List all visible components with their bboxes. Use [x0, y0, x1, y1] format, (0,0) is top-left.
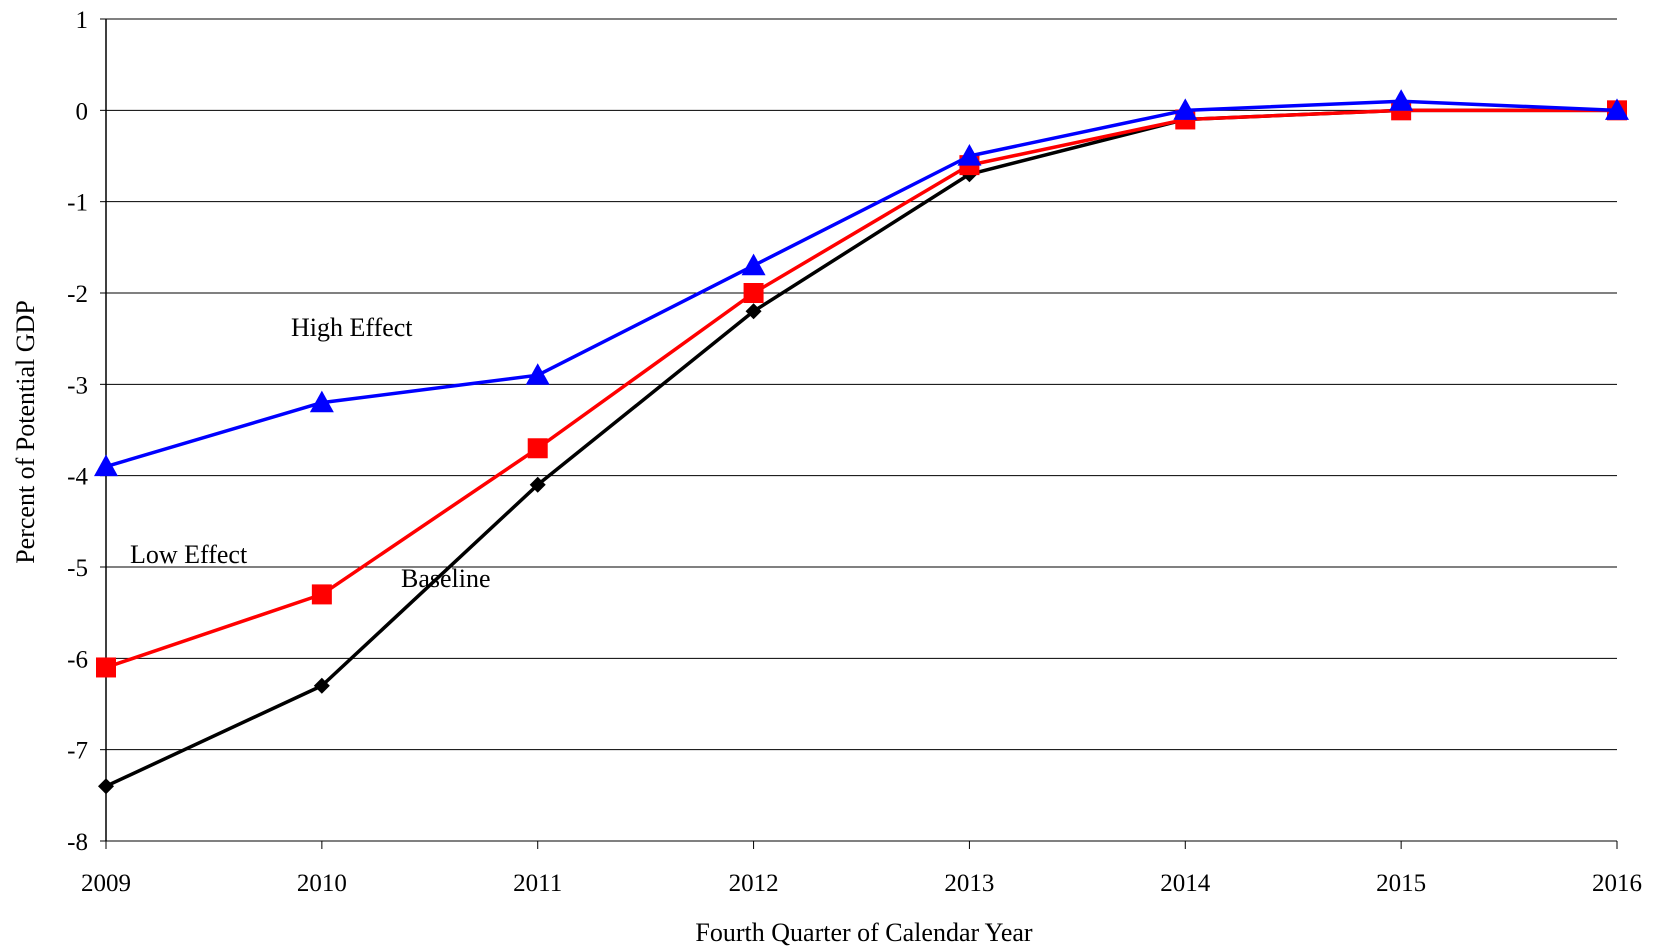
data-point-triangle — [1389, 89, 1414, 111]
data-point-triangle — [309, 390, 334, 413]
y-axis-title: Percent of Potential GDP — [11, 300, 40, 564]
y-tick-label: -6 — [67, 646, 88, 673]
x-tick-label: 2009 — [81, 870, 131, 897]
data-point-diamond — [313, 677, 330, 694]
y-tick-label: 1 — [76, 7, 89, 34]
data-point-diamond — [745, 303, 762, 320]
x-tick-label: 2013 — [944, 870, 994, 897]
y-tick-labels: 1 0 -1 -2 -3 -4 -5 -6 -7 -8 — [67, 7, 88, 856]
data-point-square — [96, 657, 116, 678]
series-labels: High Effect Low Effect Baseline — [130, 313, 491, 593]
y-tick-label: 0 — [76, 98, 89, 125]
data-point-triangle — [1605, 98, 1629, 120]
axes — [100, 18, 1618, 849]
series-label: Baseline — [401, 564, 491, 593]
series-low-effect — [96, 100, 1627, 678]
data-point-triangle — [957, 144, 982, 166]
y-tick-label: -3 — [67, 372, 88, 399]
x-tick-label: 2014 — [1160, 870, 1211, 897]
x-tick-label: 2012 — [729, 870, 779, 897]
x-tick-label: 2015 — [1376, 870, 1426, 897]
x-tick-label: 2010 — [297, 870, 347, 897]
data-point-diamond — [98, 778, 114, 795]
x-tick-label: 2011 — [513, 870, 562, 897]
series-label: High Effect — [291, 313, 413, 342]
gridlines — [106, 18, 1617, 842]
series-label: Low Effect — [130, 540, 248, 569]
x-tick-label: 2016 — [1592, 870, 1642, 897]
data-point-square — [743, 283, 764, 303]
y-tick-label: -8 — [67, 829, 88, 856]
data-point-triangle — [525, 363, 550, 385]
series-line — [105, 99, 1618, 469]
y-tick-label: -7 — [67, 738, 88, 765]
data-point-square — [311, 584, 332, 605]
series-baseline — [98, 102, 1625, 795]
data-point-triangle — [741, 253, 766, 276]
y-tick-label: -1 — [67, 190, 88, 217]
data-point-triangle — [1173, 98, 1198, 120]
series-line — [105, 108, 1617, 670]
y-tick-label: -5 — [67, 555, 88, 582]
data-point-diamond — [529, 476, 546, 493]
y-tick-label: -4 — [67, 464, 88, 491]
y-tick-label: -2 — [67, 281, 88, 308]
series-group — [94, 89, 1629, 795]
x-axis-title: Fourth Quarter of Calendar Year — [695, 918, 1033, 947]
data-point-triangle — [94, 454, 118, 477]
series-high-effect — [94, 89, 1629, 477]
x-tick-labels: 2009 2010 2011 2012 2013 2014 2015 2016 — [81, 870, 1642, 897]
data-point-square — [527, 438, 548, 459]
